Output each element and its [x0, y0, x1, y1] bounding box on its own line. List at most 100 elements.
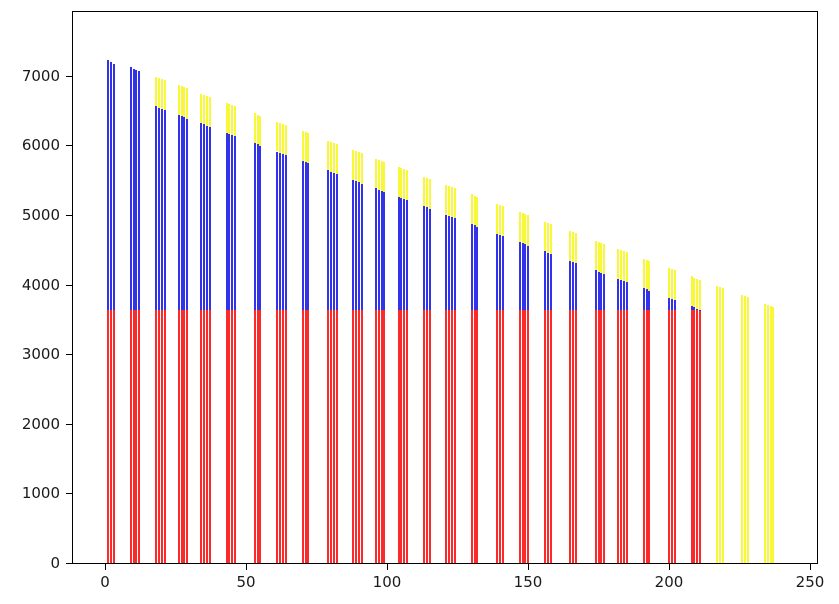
bar-segment-red [423, 310, 425, 563]
bar-segment-yellow [429, 178, 431, 209]
bar-segment-red [502, 310, 504, 563]
bar-segment-blue [646, 289, 648, 311]
bar-segment-blue [474, 225, 476, 311]
bar-segment-yellow [257, 114, 259, 145]
bar-segment-red [448, 310, 450, 563]
bar-segment-red [603, 310, 605, 563]
bar-segment-blue [502, 236, 504, 311]
bar-segment-yellow [234, 106, 236, 137]
bar-segment-red [671, 310, 673, 563]
bar-segment-red [699, 310, 701, 563]
bar-segment-red [178, 310, 180, 563]
x-axis-tick [528, 564, 529, 570]
bar-segment-red [617, 310, 619, 563]
bar-segment-yellow [699, 279, 701, 310]
bar-segment-blue [203, 124, 205, 311]
bar-segment-yellow [617, 249, 619, 279]
bar-segment-blue [381, 190, 383, 311]
bar-segment-red [130, 310, 132, 563]
bar-segment-red [259, 310, 261, 563]
bar-segment-red [161, 310, 163, 563]
bar-segment-blue [257, 144, 259, 311]
bar-segment-yellow [333, 142, 335, 173]
bar-segment-red [572, 310, 574, 563]
bar-segment-yellow [595, 240, 597, 271]
bar-segment-red [231, 310, 233, 563]
bar-segment-blue [161, 108, 163, 311]
bar-segment-blue [595, 270, 597, 311]
bar-segment-yellow [741, 295, 743, 563]
bar-segment-blue [355, 181, 357, 311]
bar-segment-yellow [646, 259, 648, 290]
bar-segment-blue [259, 145, 261, 311]
bar-segment-blue [674, 300, 676, 311]
bar-segment-blue [234, 136, 236, 311]
bar-segment-blue [544, 251, 546, 311]
bar-segment-yellow [668, 268, 670, 298]
y-axis-tick [66, 563, 72, 564]
bar-segment-yellow [691, 276, 693, 307]
bar-segment-blue [600, 272, 602, 311]
bar-segment-red [547, 310, 549, 563]
bar-segment-blue [522, 243, 524, 311]
bar-segment-blue [648, 290, 650, 311]
bar-segment-red [403, 310, 405, 563]
bar-segment-blue [138, 71, 140, 311]
bar-segment-blue [476, 226, 478, 311]
bar-segment-red [113, 310, 115, 563]
y-axis-tick [66, 285, 72, 286]
bar-segment-yellow [226, 102, 228, 133]
bar-segment-blue [547, 252, 549, 311]
bar-segment-yellow [381, 160, 383, 191]
bar-segment-yellow [547, 222, 549, 253]
bar-segment-red [203, 310, 205, 563]
bar-segment-blue [206, 125, 208, 311]
bar-segment-yellow [400, 168, 402, 198]
bar-segment-yellow [626, 252, 628, 283]
bar-segment-red [691, 310, 693, 563]
y-axis-tick-label: 6000 [21, 136, 60, 154]
bar-segment-red [135, 310, 137, 563]
bar-segment-red [378, 310, 380, 563]
bar-segment-red [110, 310, 112, 563]
bar-segment-blue [527, 245, 529, 311]
bar-segment-red [544, 310, 546, 563]
bar-segment-blue [471, 224, 473, 311]
bar-segment-red [352, 310, 354, 563]
bar-segment-blue [403, 199, 405, 311]
bar-segment-blue [643, 288, 645, 311]
bar-segment-yellow [259, 115, 261, 146]
bar-segment-blue [693, 307, 695, 311]
bar-segment-red [209, 310, 211, 563]
bar-segment-yellow [527, 215, 529, 246]
bar-segment-yellow [722, 288, 724, 563]
bar-segment-yellow [671, 269, 673, 299]
bar-segment-blue [352, 179, 354, 311]
y-axis-tick-label: 7000 [21, 67, 60, 85]
bar-segment-blue [155, 106, 157, 311]
bar-segment-red [595, 310, 597, 563]
y-axis-tick [66, 76, 72, 77]
bar-segment-blue [327, 170, 329, 311]
bar-segment-yellow [375, 158, 377, 189]
bar-segment-red [186, 310, 188, 563]
x-axis-tick [810, 564, 811, 570]
bar-segment-red [519, 310, 521, 563]
y-axis-tick [66, 493, 72, 494]
bar-segment-blue [668, 297, 670, 311]
bar-segment-red [183, 310, 185, 563]
x-axis-tick [105, 564, 106, 570]
bar-segment-blue [361, 183, 363, 311]
bar-segment-red [155, 310, 157, 563]
bar-segment-red [474, 310, 476, 563]
bar-segment-yellow [426, 177, 428, 208]
bar-segment-yellow [406, 170, 408, 201]
bar-segment-yellow [522, 213, 524, 244]
bar-segment-yellow [398, 167, 400, 197]
bar-segment-red [138, 310, 140, 563]
bar-segment-yellow [496, 203, 498, 234]
bar-segment-yellow [181, 86, 183, 116]
bar-segment-blue [158, 107, 160, 311]
x-axis-tick-label: 200 [654, 573, 684, 591]
bar-segment-red [206, 310, 208, 563]
